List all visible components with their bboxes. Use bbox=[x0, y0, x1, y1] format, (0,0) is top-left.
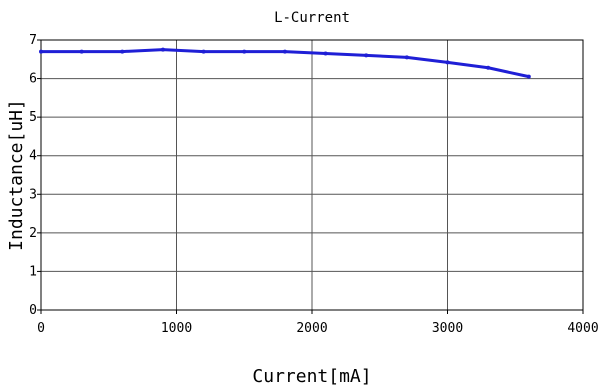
data-point bbox=[120, 49, 125, 54]
data-point bbox=[526, 74, 531, 79]
x-axis-label: Current[mA] bbox=[252, 366, 371, 387]
y-tick-label: 3 bbox=[29, 187, 37, 202]
data-point bbox=[323, 51, 328, 56]
x-tick-label: 3000 bbox=[432, 321, 463, 336]
x-tick-label: 1000 bbox=[161, 321, 192, 336]
data-point bbox=[404, 55, 409, 60]
x-tick-label: 4000 bbox=[567, 321, 598, 336]
y-axis-ticks: 0 1 2 3 4 5 6 7 bbox=[29, 33, 41, 318]
y-tick-label: 4 bbox=[29, 149, 37, 164]
y-tick-label: 1 bbox=[29, 264, 37, 279]
y-tick-label: 7 bbox=[29, 33, 37, 48]
grid-lines bbox=[41, 40, 583, 310]
y-tick-label: 0 bbox=[29, 303, 37, 318]
data-point bbox=[445, 60, 450, 65]
data-point bbox=[242, 49, 247, 54]
chart-title: L-Current bbox=[274, 10, 350, 26]
x-tick-label: 0 bbox=[37, 321, 45, 336]
data-point bbox=[282, 49, 287, 54]
data-point bbox=[364, 53, 369, 58]
y-axis-label: Inductance[uH] bbox=[6, 99, 27, 251]
data-point bbox=[39, 49, 43, 54]
x-tick-label: 2000 bbox=[296, 321, 327, 336]
data-point bbox=[160, 47, 165, 52]
series-line bbox=[39, 48, 531, 79]
data-point bbox=[486, 65, 491, 70]
series-markers bbox=[39, 47, 531, 79]
y-tick-label: 5 bbox=[29, 110, 37, 125]
data-point bbox=[201, 49, 206, 54]
y-tick-label: 2 bbox=[29, 226, 37, 241]
x-axis-ticks: 0 1000 2000 3000 4000 bbox=[37, 310, 599, 336]
y-tick-label: 6 bbox=[29, 72, 37, 87]
data-point bbox=[79, 49, 84, 54]
